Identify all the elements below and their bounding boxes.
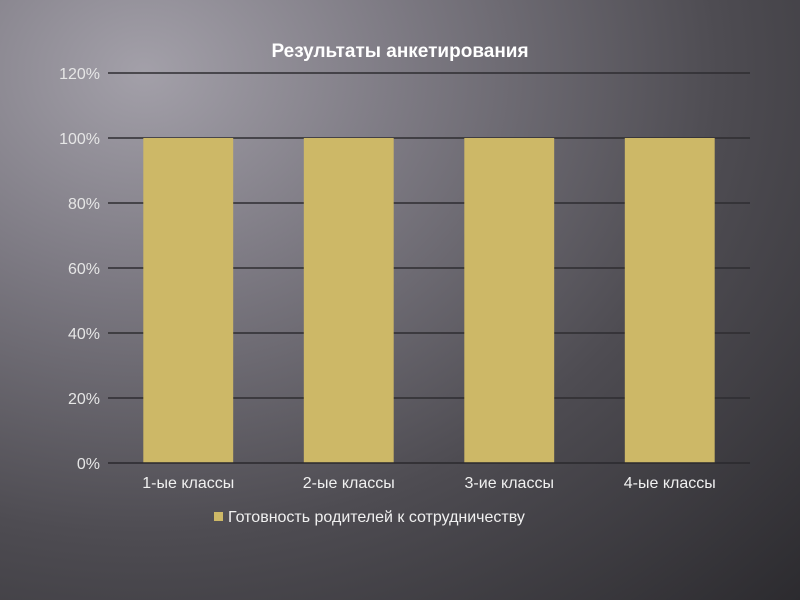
bar bbox=[624, 138, 715, 463]
legend: Готовность родителей к сотрудничеству bbox=[214, 509, 525, 526]
bar bbox=[464, 138, 555, 463]
y-tick-label: 100% bbox=[59, 131, 100, 148]
legend-swatch bbox=[214, 512, 223, 521]
x-axis-category-labels: 1-ые классы 2-ые классы 3-ие классы 4-ые кл… bbox=[142, 475, 715, 492]
y-tick-label: 80% bbox=[68, 196, 100, 213]
chart-title: Результаты анкетирования bbox=[271, 41, 528, 62]
legend-label: Готовность родителей к сотрудничеству bbox=[228, 509, 525, 526]
x-category-label: 4-ые классы bbox=[624, 475, 716, 492]
y-tick-label: 60% bbox=[68, 261, 100, 278]
x-category-label: 1-ые классы bbox=[142, 475, 234, 492]
bar bbox=[303, 138, 394, 463]
bars bbox=[143, 138, 715, 463]
y-tick-label: 40% bbox=[68, 326, 100, 343]
bar bbox=[143, 138, 234, 463]
y-tick-label: 0% bbox=[77, 456, 100, 473]
y-axis-tick-labels: 0% 20% 40% 60% 80% 100% 120% bbox=[59, 66, 100, 473]
x-category-label: 3-ие классы bbox=[465, 475, 554, 492]
y-tick-label: 20% bbox=[68, 391, 100, 408]
x-category-label: 2-ые классы bbox=[303, 475, 395, 492]
y-tick-label: 120% bbox=[59, 66, 100, 83]
